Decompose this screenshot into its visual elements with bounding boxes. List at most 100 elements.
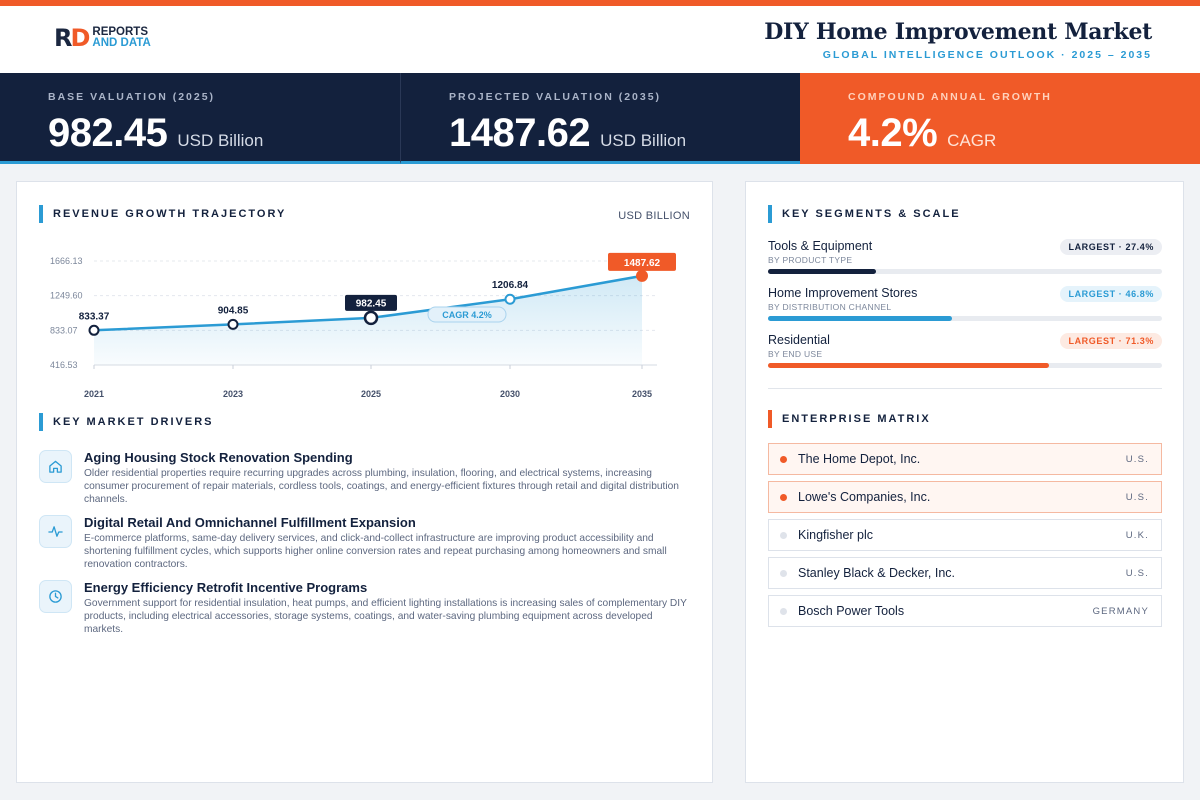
x-tick-label: 2030 — [500, 389, 520, 399]
segment-share-badge: LARGEST · 71.3% — [1060, 333, 1162, 349]
segment-name: Home Improvement Stores — [768, 286, 918, 300]
company-country: GERMANY — [1092, 606, 1149, 617]
x-tick-label: 2035 — [632, 389, 652, 399]
cagr-pill: CAGR 4.2% — [427, 306, 507, 323]
top-accent-bar — [0, 0, 1200, 6]
driver-item: Energy Efficiency Retrofit Incentive Pro… — [39, 580, 694, 636]
company-row[interactable]: Kingfisher plc U.K. — [768, 519, 1162, 551]
company-marker-dot — [780, 493, 787, 501]
brand-logo[interactable]: RD REPORTS AND DATA — [54, 26, 151, 50]
data-label: 982.45 — [356, 298, 387, 309]
logo-line-2: AND DATA — [92, 37, 151, 49]
x-tick-label: 2025 — [361, 389, 381, 399]
y-tick-label: 1666.13 — [50, 256, 83, 266]
segment-category: BY PRODUCT TYPE — [768, 255, 853, 265]
segment-bar-fill — [768, 316, 953, 321]
driver-description: Government support for residential insul… — [84, 598, 687, 635]
revenue-section-title: REVENUE GROWTH TRAJECTORY — [39, 205, 286, 223]
data-label: 1206.84 — [492, 280, 529, 291]
report-title-block: DIY Home Improvement Market GLOBAL INTEL… — [764, 19, 1152, 61]
section-title-text: ENTERPRISE MATRIX — [782, 413, 931, 425]
company-name: Bosch Power Tools — [798, 604, 905, 618]
company-row[interactable]: The Home Depot, Inc. U.S. — [768, 443, 1162, 475]
driver-title: Aging Housing Stock Renovation Spending — [84, 450, 353, 465]
segment-share-badge: LARGEST · 46.8% — [1060, 286, 1162, 302]
driver-description: Older residential properties require rec… — [84, 468, 679, 505]
section-accent — [39, 413, 43, 431]
company-name: Lowe's Companies, Inc. — [798, 490, 931, 504]
stat-cagr: COMPOUND ANNUAL GROWTH 4.2% CAGR — [800, 73, 1200, 164]
page-subtitle: GLOBAL INTELLIGENCE OUTLOOK · 2025 – 203… — [822, 49, 1152, 61]
segment-share-badge: LARGEST · 27.4% — [1060, 239, 1162, 255]
left-panel: REVENUE GROWTH TRAJECTORY USD BILLION 20… — [16, 181, 713, 783]
home-icon — [39, 450, 72, 483]
segment-bar-track — [768, 316, 1162, 321]
company-row[interactable]: Bosch Power Tools GERMANY — [768, 595, 1162, 627]
stat-unit: CAGR — [947, 131, 997, 150]
segments-section-title: KEY SEGMENTS & SCALE — [768, 205, 961, 223]
revenue-line-chart: 2021 2023 2025 2030 2035 1666.13 1249.60 833.0… — [50, 252, 676, 399]
segment-bar-fill — [768, 363, 1049, 368]
company-country: U.S. — [1125, 454, 1149, 465]
y-tick-label: 1249.60 — [50, 291, 83, 301]
segment-bar-track — [768, 363, 1162, 368]
logo-text: REPORTS AND DATA — [92, 26, 151, 49]
segment-bar-track — [768, 269, 1162, 274]
drivers-section-title: KEY MARKET DRIVERS — [39, 413, 213, 431]
page-title: DIY Home Improvement Market — [764, 19, 1152, 45]
company-name: Stanley Black & Decker, Inc. — [798, 566, 956, 580]
segment-bar-fill — [768, 269, 876, 274]
segment-category: BY DISTRIBUTION CHANNEL — [768, 302, 892, 312]
stats-strip: BASE VALUATION (2025) 982.45 USD Billion … — [0, 73, 1200, 164]
driver-item: Aging Housing Stock Renovation Spending … — [39, 450, 694, 506]
company-country: U.S. — [1125, 492, 1149, 503]
stat-projected-valuation: PROJECTED VALUATION (2035) 1487.62 USD Bi… — [400, 73, 800, 164]
header: RD REPORTS AND DATA DIY Home Improvement… — [0, 6, 1200, 73]
data-point-projected — [636, 269, 648, 282]
logo-mark: RD — [54, 24, 90, 52]
data-label: 833.37 — [79, 311, 110, 322]
enterprise-section-title: ENTERPRISE MATRIX — [768, 410, 931, 428]
stat-unit: USD Billion — [600, 131, 687, 150]
segments-list: Tools & Equipment BY PRODUCT TYPE LARGES… — [768, 239, 1162, 380]
section-accent — [39, 205, 43, 223]
company-name: Kingfisher plc — [798, 528, 874, 542]
data-label: 904.85 — [218, 305, 249, 316]
driver-description: E-commerce platforms, same-day delivery … — [84, 533, 667, 570]
data-label: 1487.62 — [624, 258, 661, 269]
section-divider — [768, 388, 1162, 389]
data-label-bg — [608, 252, 676, 271]
data-point-current — [363, 310, 379, 326]
clock-icon — [39, 580, 72, 613]
driver-item: Digital Retail And Omnichannel Fulfillme… — [39, 515, 694, 571]
company-row[interactable]: Lowe's Companies, Inc. U.S. — [768, 481, 1162, 513]
activity-icon — [39, 515, 72, 548]
segment-category: BY END USE — [768, 349, 823, 359]
stat-base-valuation: BASE VALUATION (2025) 982.45 USD Billion — [0, 73, 400, 164]
logo-line-1: REPORTS — [92, 26, 148, 38]
y-tick-label: 833.07 — [50, 325, 78, 335]
cagr-pill-text: CAGR 4.2% — [442, 310, 492, 320]
segment-name: Tools & Equipment — [768, 239, 873, 253]
section-accent — [768, 410, 772, 428]
y-tick-label: 416.53 — [50, 360, 78, 370]
right-panel: KEY SEGMENTS & SCALE Tools & Equipment B… — [745, 181, 1184, 783]
segment-item: Home Improvement Stores BY DISTRIBUTION … — [768, 286, 1162, 333]
company-row[interactable]: Stanley Black & Decker, Inc. U.S. — [768, 557, 1162, 589]
section-title-text: KEY MARKET DRIVERS — [53, 416, 214, 428]
segment-item: Residential BY END USE LARGEST · 71.3% — [768, 333, 1162, 380]
stat-value: 982.45 — [48, 111, 168, 155]
company-country: U.K. — [1125, 530, 1149, 541]
drivers-list: Aging Housing Stock Renovation Spending … — [39, 450, 694, 645]
stat-unit: USD Billion — [177, 131, 264, 150]
company-country: U.S. — [1125, 568, 1149, 579]
company-marker-dot — [780, 607, 787, 615]
stat-value: 1487.62 — [449, 111, 591, 155]
data-point — [227, 318, 239, 330]
company-marker-dot — [780, 531, 787, 539]
x-tick-label: 2021 — [84, 389, 104, 399]
stat-value: 4.2% — [848, 111, 938, 155]
x-tick-label: 2023 — [223, 389, 243, 399]
driver-title: Digital Retail And Omnichannel Fulfillme… — [84, 515, 416, 530]
driver-title: Energy Efficiency Retrofit Incentive Pro… — [84, 580, 368, 595]
